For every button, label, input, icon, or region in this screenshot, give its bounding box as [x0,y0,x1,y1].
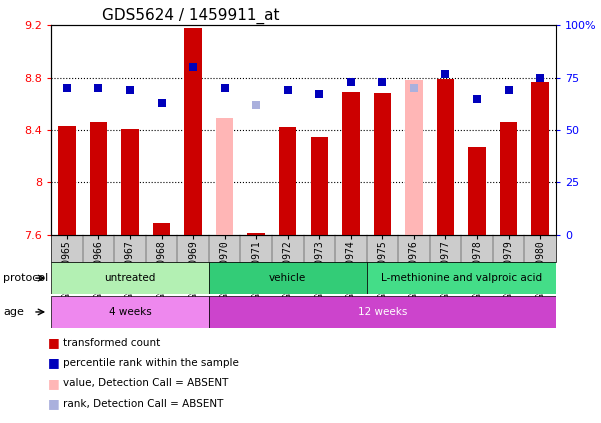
Text: 12 weeks: 12 weeks [358,307,407,317]
Point [377,79,387,85]
Text: age: age [3,307,24,317]
Bar [500,122,517,235]
Text: value, Detection Call = ABSENT: value, Detection Call = ABSENT [63,378,228,388]
Bar [51,296,209,328]
Bar [121,129,139,235]
Point [220,85,230,92]
Text: L-methionine and valproic acid: L-methionine and valproic acid [380,273,542,283]
Bar [209,262,367,294]
Point [346,79,356,85]
Text: vehicle: vehicle [269,273,307,283]
Point [62,85,72,92]
Text: ■: ■ [48,397,60,410]
Text: percentile rank within the sample: percentile rank within the sample [63,358,239,368]
Point [441,70,450,77]
Bar [248,233,265,235]
Text: untreated: untreated [105,273,156,283]
Bar [437,79,454,235]
Text: rank, Detection Call = ABSENT: rank, Detection Call = ABSENT [63,398,224,409]
Bar [279,127,296,235]
Bar [58,126,76,235]
Point [504,87,513,93]
Point [535,74,545,81]
Text: ■: ■ [48,336,60,349]
Text: transformed count: transformed count [63,338,160,348]
Bar [216,118,233,235]
Text: ■: ■ [48,357,60,369]
Point [472,95,482,102]
Bar [405,80,423,235]
Bar [342,92,359,235]
Text: ■: ■ [48,377,60,390]
Bar [209,296,556,328]
Text: GDS5624 / 1459911_at: GDS5624 / 1459911_at [102,8,279,24]
Bar [367,262,556,294]
Point [251,102,261,108]
Bar [311,137,328,235]
Point [314,91,324,98]
Bar [531,82,549,235]
Point [157,99,166,106]
Bar [374,93,391,235]
Bar [468,147,486,235]
Bar [90,122,107,235]
Point [409,85,419,92]
Bar [153,223,170,235]
Bar [51,262,209,294]
Text: 4 weeks: 4 weeks [109,307,151,317]
Point [188,64,198,71]
Point [125,87,135,93]
Point [283,87,293,93]
Point [94,85,103,92]
Text: protocol: protocol [3,273,48,283]
Bar [185,28,202,235]
